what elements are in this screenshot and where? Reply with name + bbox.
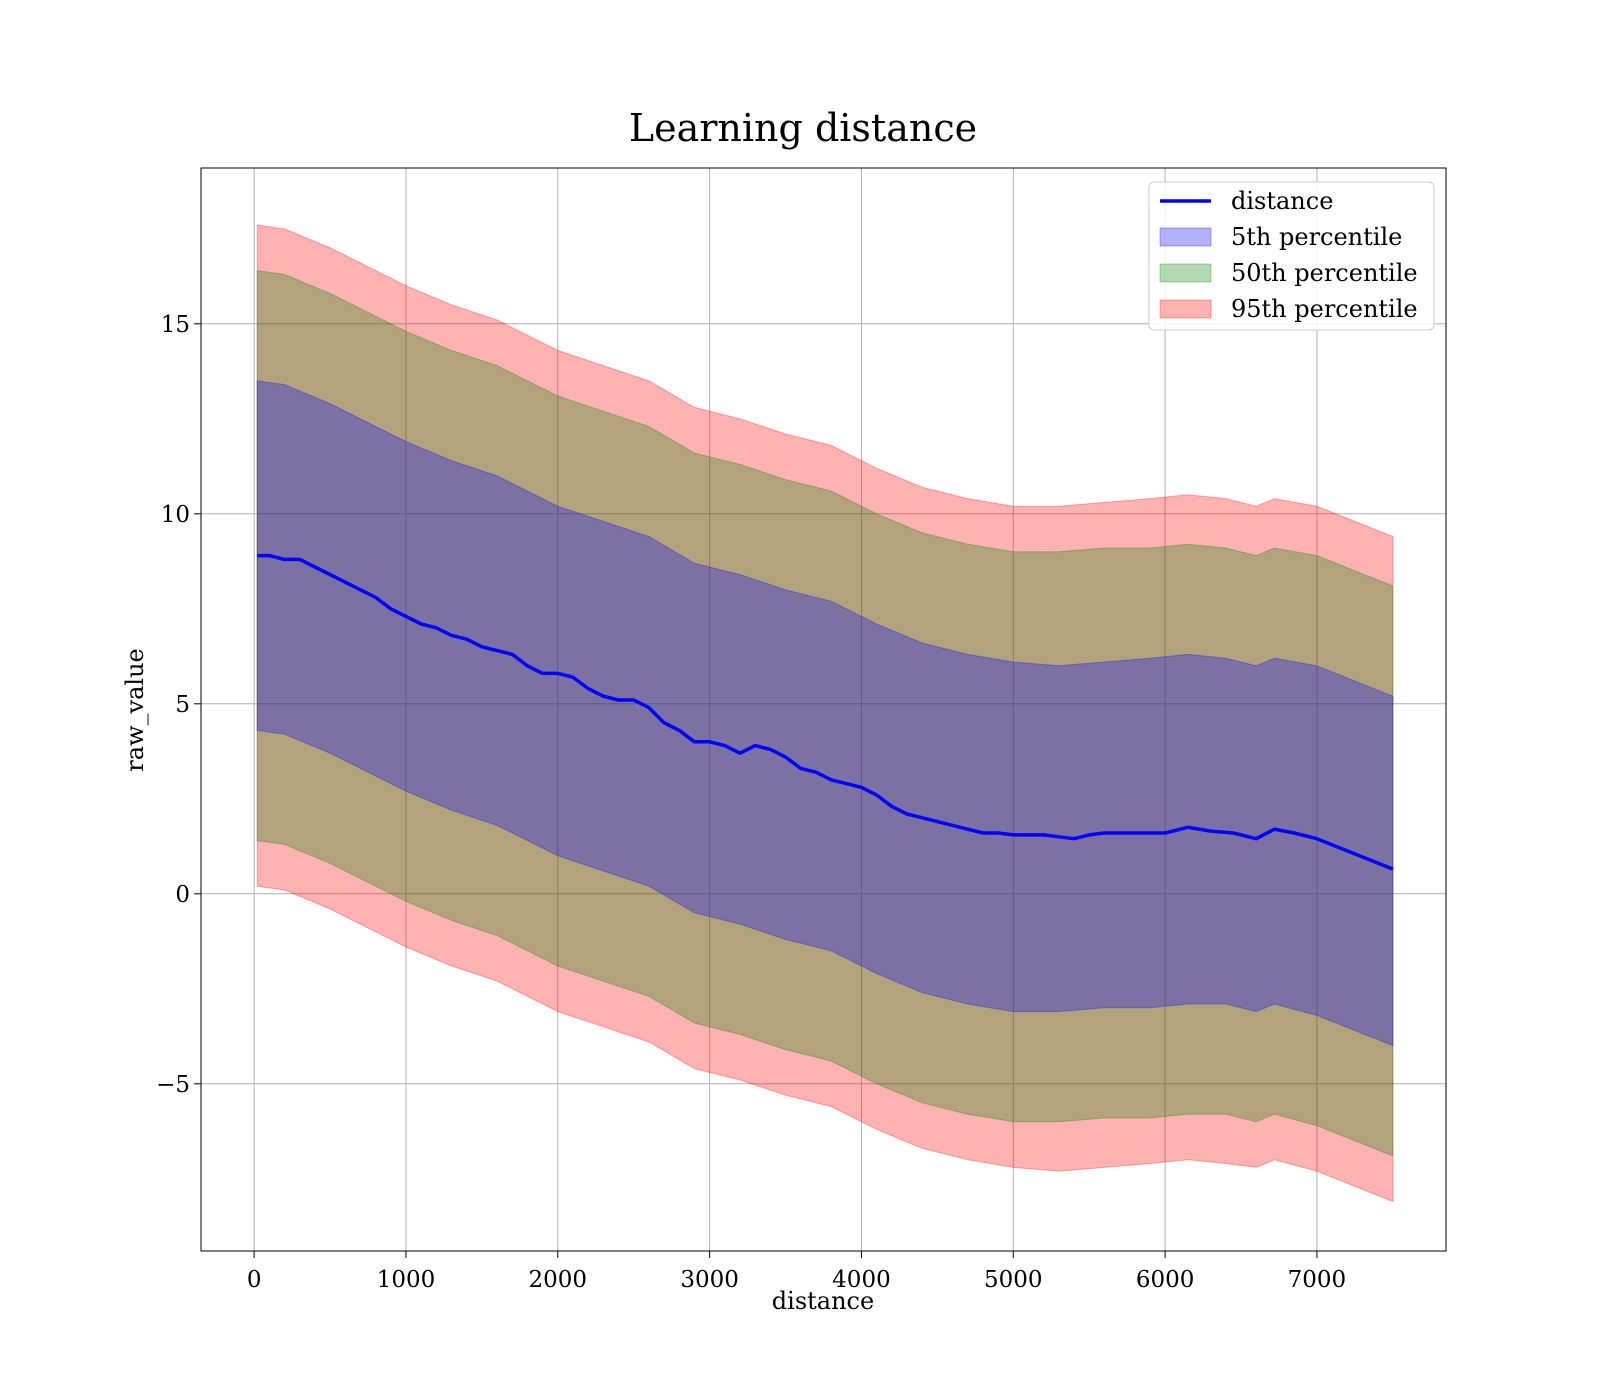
- band-50th-percentile: [256, 270, 1394, 1157]
- axis-ticks: 0 1000 2000 3000 4000 5000 6000 7000 −5 0 5 10 15: [156, 312, 1346, 1293]
- x-tick-label: 2000: [529, 1267, 588, 1293]
- x-axis-label: distance: [772, 1287, 874, 1315]
- legend-label: 5th percentile: [1231, 223, 1402, 251]
- x-tick-label: 0: [247, 1267, 262, 1293]
- y-tick-label: 0: [175, 882, 190, 908]
- y-tick-label: −5: [156, 1072, 190, 1098]
- series-lines: [257, 553, 1394, 871]
- x-tick-label: 1000: [377, 1267, 436, 1293]
- y-axis-label: raw_value: [121, 648, 149, 772]
- x-tick-label: 6000: [1136, 1267, 1195, 1293]
- legend-box: [1148, 181, 1435, 331]
- legend-label: 50th percentile: [1231, 259, 1418, 287]
- band-5th-percentile: [256, 380, 1394, 1047]
- legend-swatch: [1159, 299, 1212, 319]
- grid: [201, 168, 1446, 1251]
- x-tick-label: 3000: [680, 1267, 739, 1293]
- y-tick-label: 15: [161, 312, 190, 338]
- x-tick-label: 4000: [832, 1267, 891, 1293]
- legend-label: 95th percentile: [1231, 295, 1418, 323]
- x-tick-label: 5000: [984, 1267, 1043, 1293]
- legend-swatch: [1159, 263, 1212, 283]
- chart-title: Learning distance: [629, 106, 977, 150]
- y-tick-label: 5: [175, 692, 190, 718]
- legend-swatch: [1159, 227, 1212, 247]
- percentile-bands: [256, 224, 1394, 1203]
- y-tick-label: 10: [161, 502, 190, 528]
- x-tick-label: 7000: [1288, 1267, 1347, 1293]
- band-95th-percentile: [256, 224, 1394, 1203]
- plot-frame: [200, 167, 1447, 1252]
- legend: distance 5th percentile 50th percentile 95t…: [1148, 181, 1435, 331]
- series-line-distance: [257, 553, 1394, 871]
- legend-label: distance: [1231, 187, 1333, 215]
